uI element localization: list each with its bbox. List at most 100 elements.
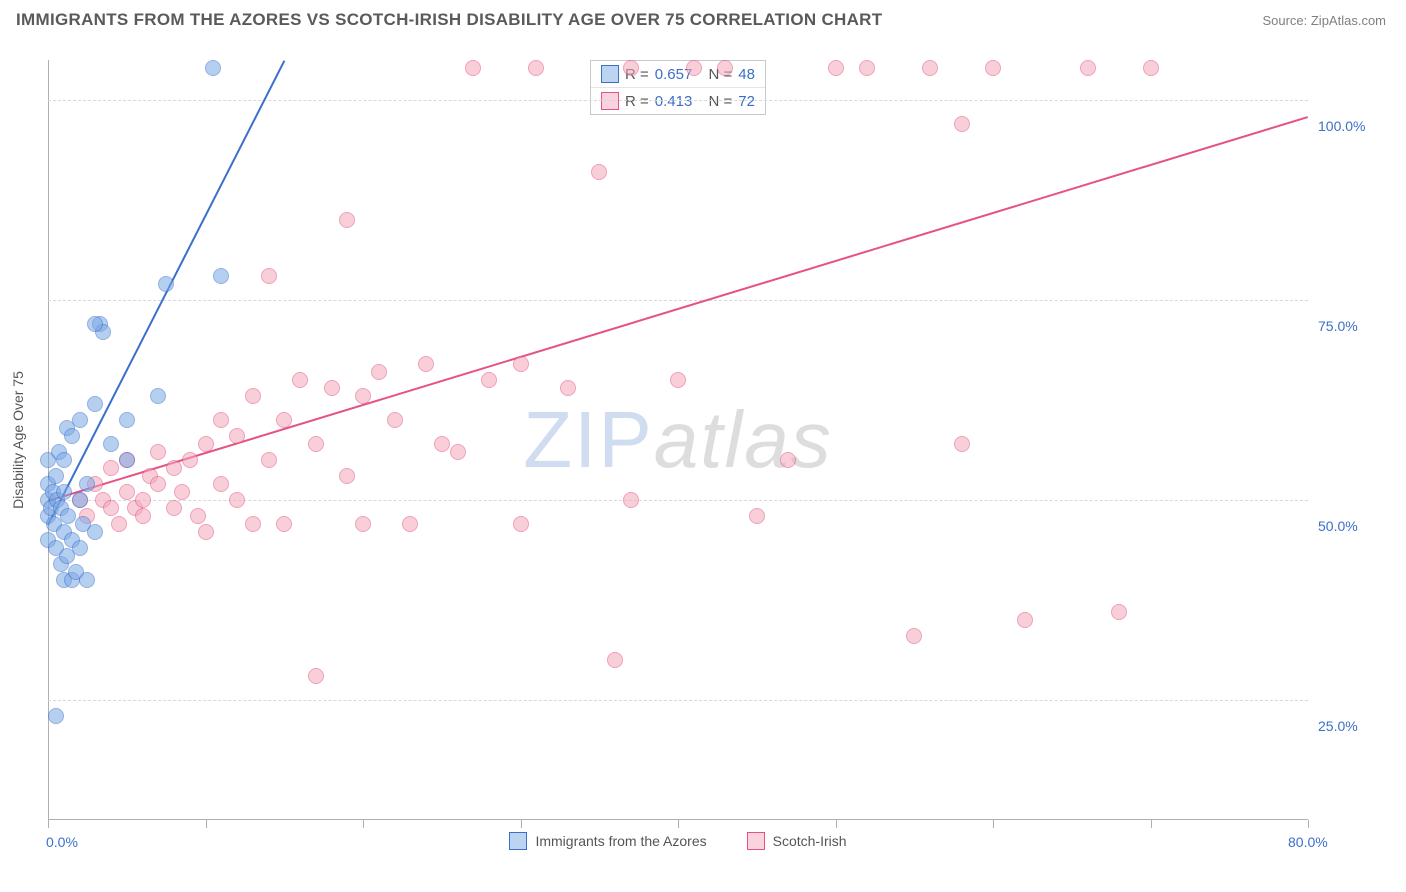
data-point: [213, 476, 229, 492]
data-point: [72, 540, 88, 556]
data-point: [828, 60, 844, 76]
data-point: [591, 164, 607, 180]
data-point: [418, 356, 434, 372]
y-tick-label: 50.0%: [1318, 518, 1358, 534]
data-point: [190, 508, 206, 524]
swatch-icon: [601, 92, 619, 110]
data-point: [111, 516, 127, 532]
data-point: [119, 412, 135, 428]
data-point: [150, 476, 166, 492]
data-point: [686, 60, 702, 76]
data-point: [450, 444, 466, 460]
data-point: [87, 316, 103, 332]
x-tick: [363, 820, 364, 828]
data-point: [954, 436, 970, 452]
data-point: [213, 268, 229, 284]
data-point: [339, 212, 355, 228]
data-point: [434, 436, 450, 452]
legend-label: Scotch-Irish: [773, 833, 847, 849]
gridline: [48, 300, 1308, 301]
data-point: [79, 572, 95, 588]
n-value: 48: [738, 66, 755, 83]
data-point: [324, 380, 340, 396]
legend-stats: R = 0.657 N = 48 R = 0.413 N = 72: [590, 60, 766, 115]
data-point: [780, 452, 796, 468]
data-point: [213, 412, 229, 428]
data-point: [158, 276, 174, 292]
data-point: [402, 516, 418, 532]
data-point: [229, 428, 245, 444]
legend-stats-row: R = 0.657 N = 48: [591, 61, 765, 88]
data-point: [1143, 60, 1159, 76]
data-point: [150, 388, 166, 404]
swatch-icon: [509, 832, 527, 850]
data-point: [528, 60, 544, 76]
data-point: [150, 444, 166, 460]
data-point: [72, 492, 88, 508]
data-point: [48, 708, 64, 724]
swatch-icon: [601, 65, 619, 83]
data-point: [261, 452, 277, 468]
x-tick: [993, 820, 994, 828]
data-point: [103, 500, 119, 516]
x-tick: [1308, 820, 1309, 828]
data-point: [229, 492, 245, 508]
data-point: [1080, 60, 1096, 76]
y-tick-label: 25.0%: [1318, 718, 1358, 734]
x-tick: [1151, 820, 1152, 828]
data-point: [922, 60, 938, 76]
data-point: [166, 460, 182, 476]
data-point: [607, 652, 623, 668]
data-point: [308, 436, 324, 452]
data-point: [166, 500, 182, 516]
data-point: [717, 60, 733, 76]
r-value: 0.413: [655, 93, 693, 110]
data-point: [1017, 612, 1033, 628]
data-point: [560, 380, 576, 396]
data-point: [513, 516, 529, 532]
r-label: R =: [625, 93, 649, 110]
trend-line: [48, 116, 1309, 502]
source-label: Source: ZipAtlas.com: [1262, 13, 1386, 28]
data-point: [481, 372, 497, 388]
data-point: [355, 516, 371, 532]
x-tick: [48, 820, 49, 828]
y-axis-title: Disability Age Over 75: [10, 371, 26, 509]
data-point: [465, 60, 481, 76]
data-point: [56, 484, 72, 500]
data-point: [749, 508, 765, 524]
y-tick-label: 100.0%: [1318, 118, 1365, 134]
trend-line: [47, 61, 285, 526]
data-point: [205, 60, 221, 76]
data-point: [72, 412, 88, 428]
data-point: [670, 372, 686, 388]
data-point: [182, 452, 198, 468]
data-point: [64, 428, 80, 444]
data-point: [387, 412, 403, 428]
n-label: N =: [709, 93, 733, 110]
data-point: [308, 668, 324, 684]
watermark: ZIPatlas: [523, 394, 832, 486]
data-point: [355, 388, 371, 404]
correlation-chart: Disability Age Over 75 ZIPatlas R = 0.65…: [48, 60, 1388, 820]
data-point: [198, 436, 214, 452]
data-point: [623, 60, 639, 76]
data-point: [339, 468, 355, 484]
x-tick: [836, 820, 837, 828]
data-point: [954, 116, 970, 132]
legend-stats-row: R = 0.413 N = 72: [591, 88, 765, 114]
data-point: [119, 452, 135, 468]
gridline: [48, 700, 1308, 701]
data-point: [513, 356, 529, 372]
data-point: [79, 476, 95, 492]
data-point: [87, 396, 103, 412]
gridline: [48, 100, 1308, 101]
x-tick-label: 0.0%: [46, 834, 78, 850]
data-point: [103, 460, 119, 476]
data-point: [135, 492, 151, 508]
data-point: [985, 60, 1001, 76]
data-point: [174, 484, 190, 500]
data-point: [135, 508, 151, 524]
data-point: [48, 468, 64, 484]
data-point: [245, 516, 261, 532]
